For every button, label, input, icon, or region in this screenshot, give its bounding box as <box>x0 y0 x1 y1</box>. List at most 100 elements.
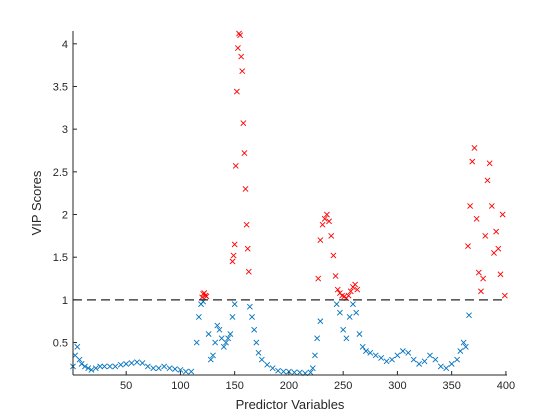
marker-below-threshold <box>227 331 234 337</box>
marker-below-threshold <box>210 352 216 359</box>
marker-above-threshold <box>237 32 244 39</box>
marker-below-threshold <box>336 309 343 316</box>
marker-below-threshold <box>216 326 223 333</box>
y-tick-label: 4 <box>62 39 68 51</box>
y-tick-label: 0.5 <box>53 338 68 350</box>
marker-below-threshold <box>249 314 255 320</box>
marker-below-threshold <box>394 352 401 359</box>
marker-below-threshold <box>312 352 318 359</box>
marker-below-threshold <box>76 356 83 363</box>
marker-below-threshold <box>427 352 433 359</box>
marker-below-threshold <box>161 363 168 370</box>
data-markers <box>70 30 508 377</box>
marker-below-threshold <box>193 339 200 346</box>
marker-above-threshold <box>473 215 480 222</box>
marker-below-threshold <box>123 360 130 367</box>
marker-below-threshold <box>383 358 390 365</box>
marker-above-threshold <box>243 221 250 228</box>
marker-below-threshold <box>150 365 157 372</box>
marker-above-threshold <box>319 221 326 228</box>
marker-below-threshold <box>372 352 379 359</box>
marker-above-threshold <box>323 211 330 218</box>
marker-below-threshold <box>421 358 428 365</box>
marker-below-threshold <box>280 368 287 375</box>
marker-below-threshold <box>389 356 395 363</box>
marker-below-threshold <box>117 361 124 368</box>
marker-above-threshold <box>493 228 500 235</box>
marker-above-threshold <box>242 185 249 192</box>
marker-above-threshold <box>345 292 352 299</box>
marker-above-threshold <box>497 271 504 278</box>
marker-above-threshold <box>488 203 495 209</box>
marker-below-threshold <box>205 331 212 337</box>
marker-below-threshold <box>177 366 184 373</box>
marker-below-threshold <box>246 303 253 310</box>
marker-below-threshold <box>112 363 119 370</box>
y-tick-label: 1 <box>62 295 68 307</box>
y-ticks: 0.5 1 1.5 2 2.5 3 3.5 4 <box>53 39 77 350</box>
x-tick-label: 400 <box>497 380 515 392</box>
marker-below-threshold <box>353 309 360 316</box>
marker-below-threshold <box>350 301 356 308</box>
marker-above-threshold <box>480 275 487 282</box>
marker-below-threshold <box>314 335 321 342</box>
marker-below-threshold <box>363 348 369 355</box>
marker-below-threshold <box>106 363 113 370</box>
marker-below-threshold <box>166 365 173 372</box>
marker-above-threshold <box>469 158 476 165</box>
marker-below-threshold <box>437 363 444 370</box>
marker-below-threshold <box>92 365 99 372</box>
marker-below-threshold <box>309 365 316 372</box>
marker-above-threshold <box>484 177 491 184</box>
marker-above-threshold <box>239 68 246 75</box>
marker-above-threshold <box>240 120 247 127</box>
y-axis-label: VIP Scores <box>29 170 44 235</box>
marker-below-threshold <box>399 348 406 355</box>
marker-above-threshold <box>245 268 252 275</box>
marker-above-threshold <box>501 292 508 299</box>
marker-above-threshold <box>315 275 322 282</box>
marker-below-threshold <box>223 339 229 346</box>
marker-below-threshold <box>97 363 104 370</box>
x-tick-label: 200 <box>280 380 298 392</box>
marker-below-threshold <box>231 301 238 308</box>
marker-below-threshold <box>139 360 146 366</box>
marker-below-threshold <box>443 365 450 372</box>
marker-below-threshold <box>212 339 219 346</box>
marker-below-threshold <box>155 365 162 372</box>
marker-below-threshold <box>432 356 439 363</box>
marker-below-threshold <box>82 363 88 370</box>
marker-below-threshold <box>340 326 347 333</box>
marker-above-threshold <box>334 286 341 293</box>
y-tick-label: 3 <box>62 124 68 136</box>
y-tick-label: 1.5 <box>53 252 68 264</box>
marker-below-threshold <box>78 360 85 367</box>
marker-above-threshold <box>486 160 493 167</box>
marker-below-threshold <box>134 359 140 366</box>
marker-above-threshold <box>230 252 237 259</box>
marker-below-threshold <box>88 366 95 373</box>
x-tick-label: 100 <box>171 380 189 392</box>
marker-above-threshold <box>241 150 248 156</box>
y-tick-label: 3.5 <box>53 81 68 93</box>
y-tick-label: 2 <box>62 210 68 222</box>
marker-above-threshold <box>235 45 241 51</box>
marker-above-threshold <box>495 245 502 252</box>
marker-above-threshold <box>352 281 359 288</box>
marker-below-threshold <box>333 301 340 308</box>
x-tick-label: 350 <box>442 380 460 392</box>
marker-above-threshold <box>233 88 240 95</box>
marker-below-threshold <box>220 343 227 350</box>
marker-above-threshold <box>232 162 239 169</box>
marker-below-threshold <box>255 349 262 356</box>
marker-below-threshold <box>460 339 467 346</box>
marker-below-threshold <box>448 360 455 367</box>
marker-below-threshold <box>466 312 472 319</box>
marker-below-threshold <box>356 331 363 337</box>
marker-below-threshold <box>258 356 265 363</box>
marker-above-threshold <box>499 211 506 218</box>
marker-above-threshold <box>475 269 482 276</box>
marker-above-threshold <box>321 215 328 222</box>
x-tick-label: 150 <box>225 380 243 392</box>
